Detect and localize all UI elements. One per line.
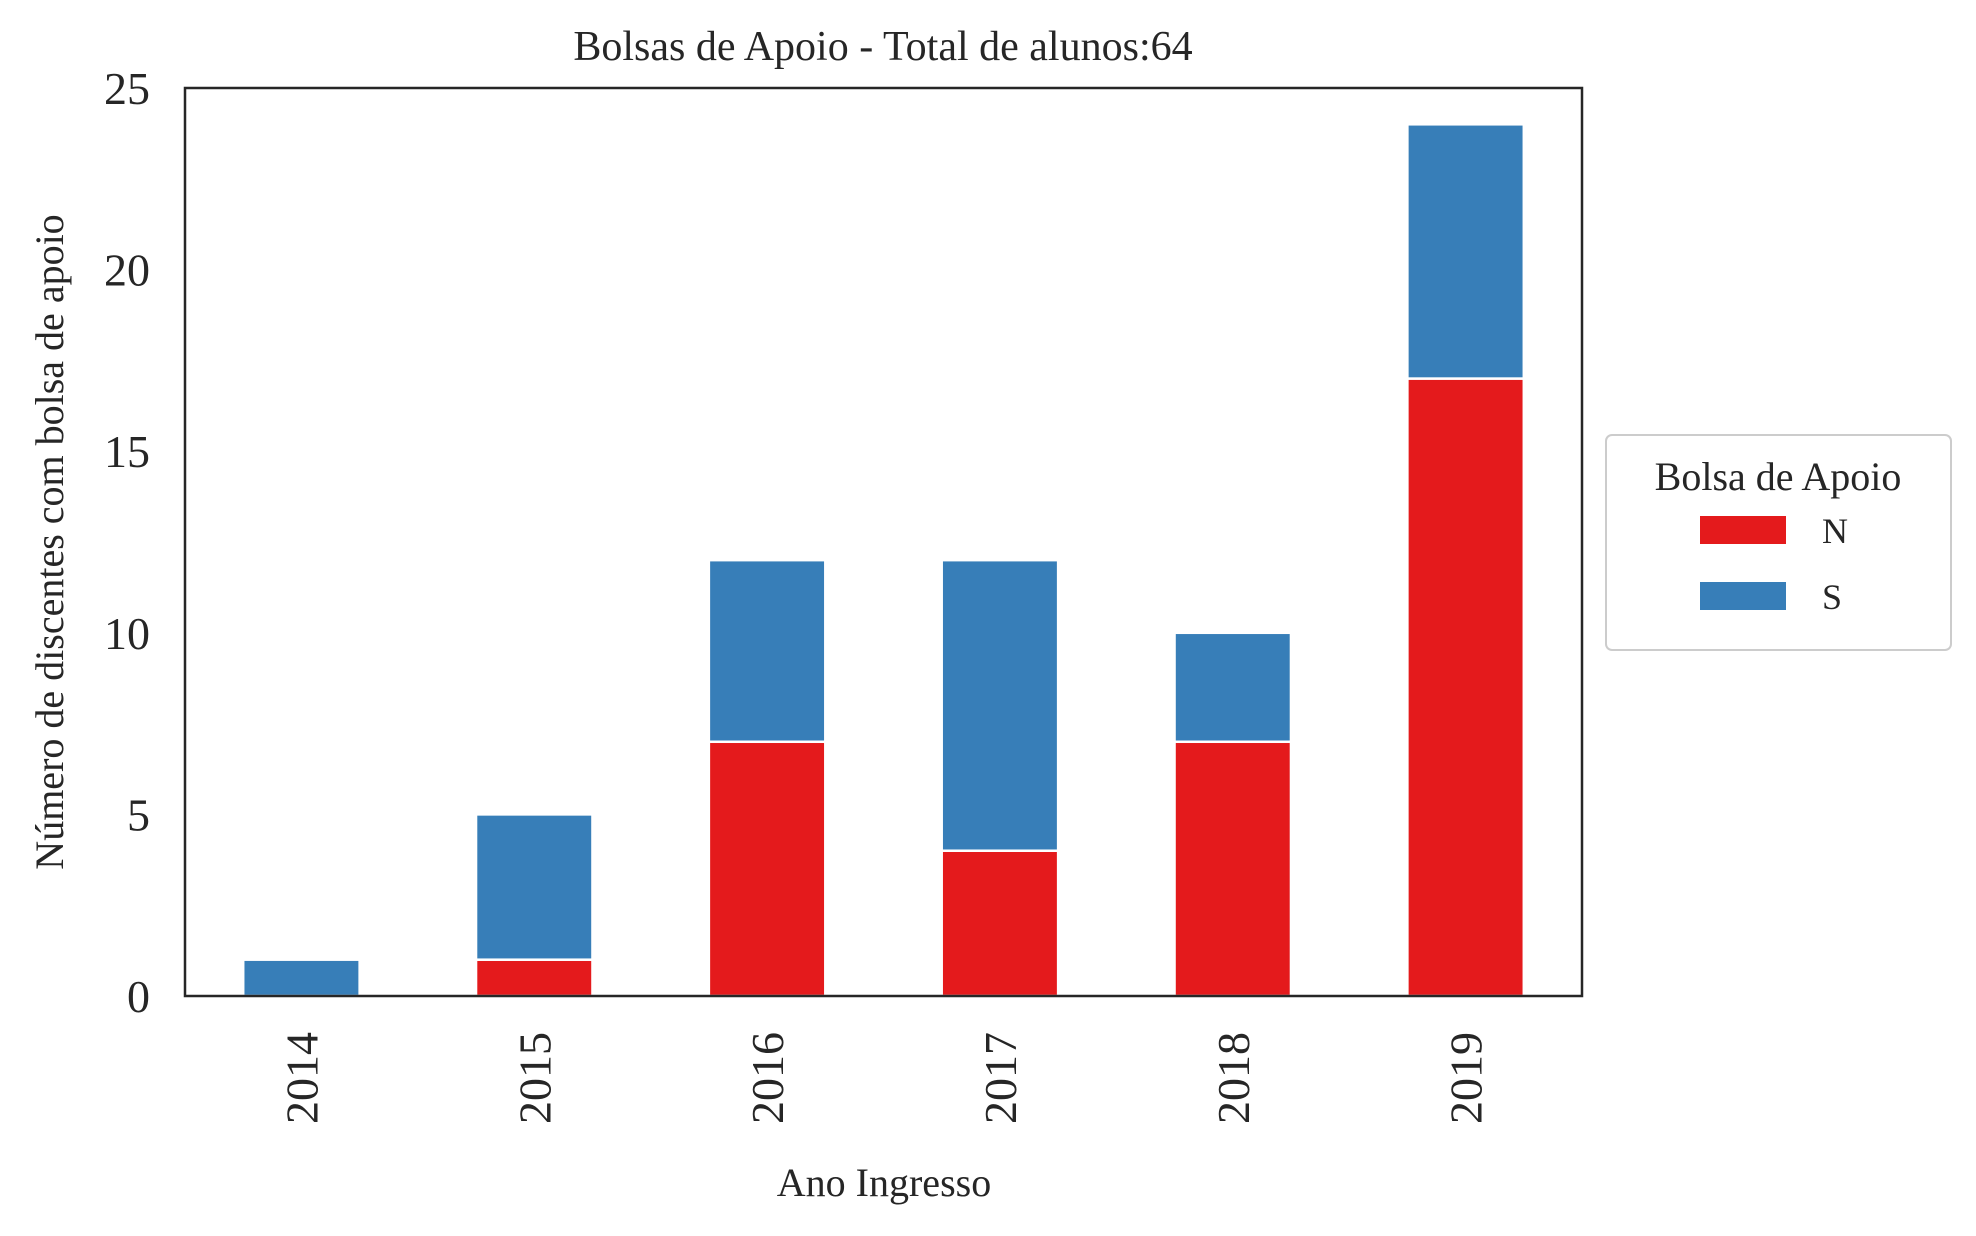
bar-N-2019	[1406, 377, 1526, 998]
bar-S-2014	[241, 958, 361, 998]
bar-S-2016	[707, 558, 827, 744]
bar-N-2015	[474, 958, 594, 998]
bar-N-2018	[1173, 740, 1293, 998]
x-tick-label: 2014	[276, 1032, 327, 1124]
bar-S-2019	[1406, 123, 1526, 380]
y-tick-label: 10	[104, 608, 150, 659]
legend-title: Bolsa de Apoio	[1655, 454, 1902, 499]
x-tick-label: 2015	[509, 1032, 560, 1124]
x-tick-label: 2016	[742, 1032, 793, 1124]
chart-title: Bolsas de Apoio - Total de alunos:64	[573, 24, 1192, 70]
legend-label-S: S	[1822, 577, 1842, 617]
x-tick-label: 2018	[1208, 1032, 1259, 1124]
y-axis-label: Número de discentes com bolsa de apoio	[27, 214, 72, 869]
bar-S-2015	[474, 813, 594, 961]
legend-swatch-N	[1700, 516, 1786, 544]
legend-swatch-S	[1700, 582, 1786, 610]
bar-S-2017	[940, 558, 1060, 852]
legend-label-N: N	[1822, 511, 1848, 551]
y-tick-label: 20	[104, 245, 150, 296]
legend-items: NS	[1700, 511, 1848, 617]
x-axis-ticks: 2014 2015 2016 2017 2018 2019	[276, 1032, 1491, 1124]
y-tick-label: 25	[104, 63, 150, 114]
plot-frame	[183, 86, 1584, 998]
x-tick-label: 2017	[975, 1032, 1026, 1124]
bars	[241, 123, 1526, 998]
y-tick-label: 0	[127, 971, 150, 1022]
bar-N-2017	[940, 849, 1060, 998]
legend: Bolsa de Apoio NS	[1605, 434, 1952, 651]
y-tick-label: 15	[104, 426, 150, 477]
y-tick-label: 5	[127, 789, 150, 840]
x-tick-label: 2019	[1441, 1032, 1492, 1124]
y-axis-ticks: 0 5 10 15 20 25	[104, 63, 150, 1022]
bar-S-2018	[1173, 631, 1293, 744]
bar-N-2016	[707, 740, 827, 998]
x-axis-label: Ano Ingresso	[777, 1160, 991, 1205]
